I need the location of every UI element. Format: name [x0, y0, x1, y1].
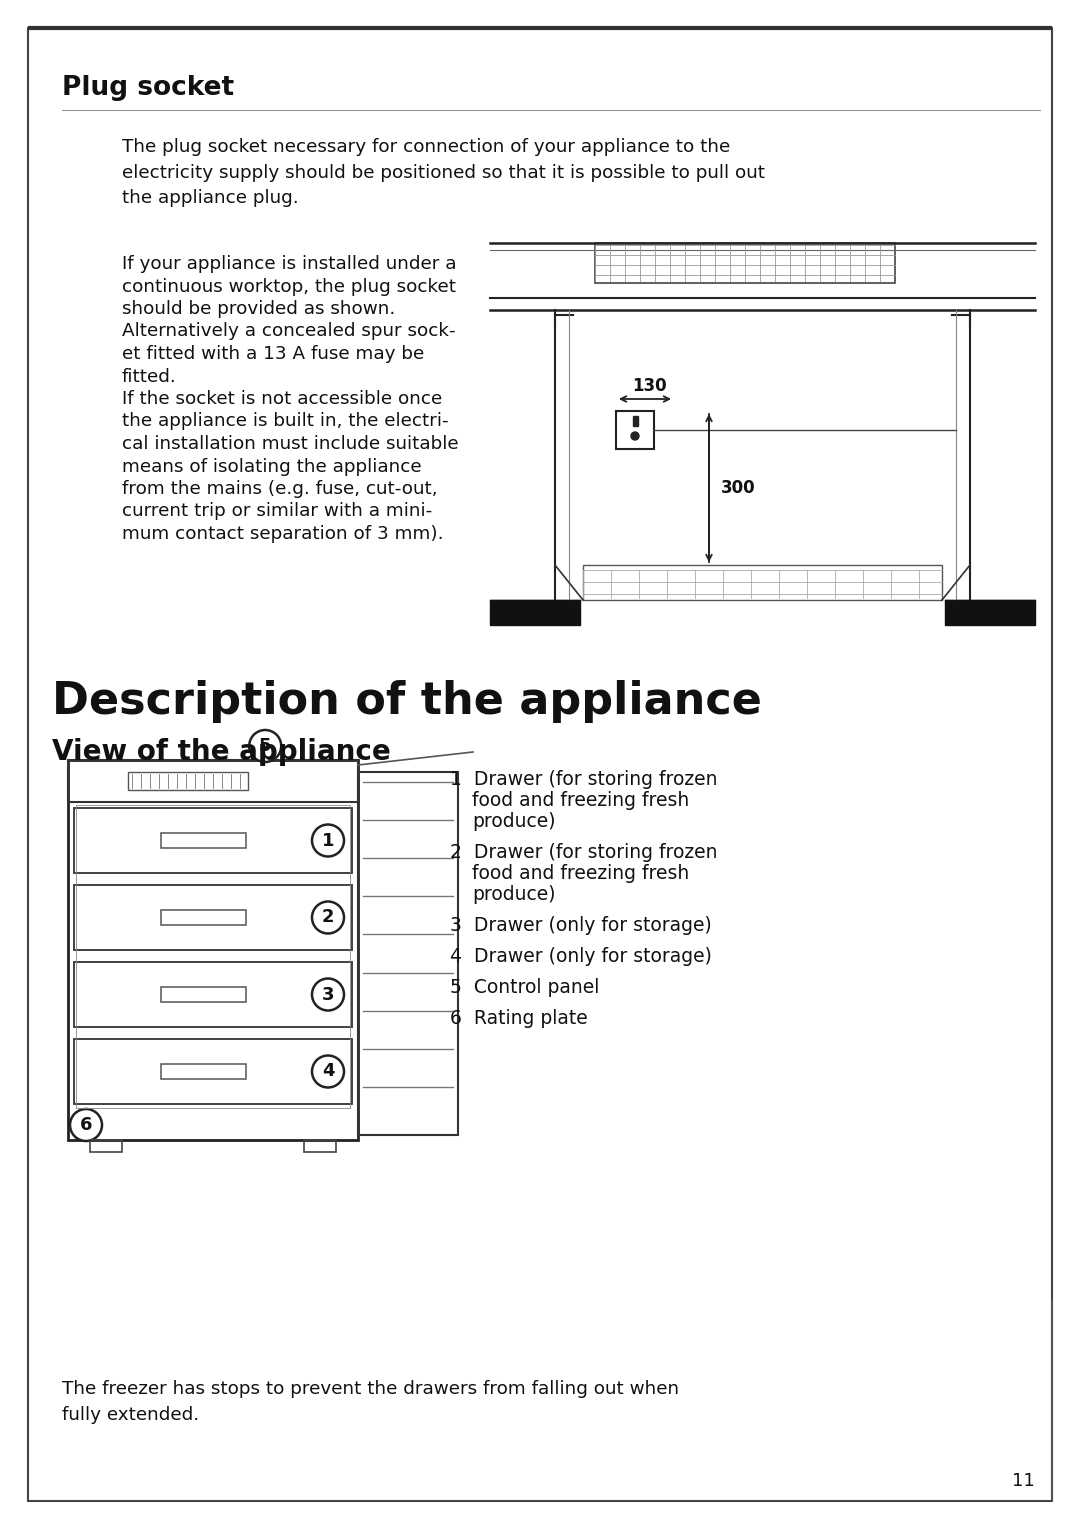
Text: current trip or similar with a mini-: current trip or similar with a mini- — [122, 503, 432, 520]
Circle shape — [249, 729, 281, 761]
Bar — [161, 988, 245, 1001]
Text: 300: 300 — [721, 479, 756, 497]
Text: View of the appliance: View of the appliance — [52, 739, 391, 766]
Bar — [161, 833, 245, 849]
Bar — [76, 804, 350, 1109]
Circle shape — [312, 979, 345, 1011]
Text: The freezer has stops to prevent the drawers from falling out when
fully extende: The freezer has stops to prevent the dra… — [62, 1381, 679, 1425]
Bar — [75, 1040, 352, 1104]
Circle shape — [631, 433, 639, 440]
Text: food and freezing fresh: food and freezing fresh — [472, 864, 689, 884]
Bar — [75, 807, 352, 873]
Text: 5: 5 — [259, 737, 271, 755]
Text: 4  Drawer (only for storage): 4 Drawer (only for storage) — [450, 946, 712, 966]
Text: should be provided as shown.: should be provided as shown. — [122, 300, 395, 318]
Text: Description of the appliance: Description of the appliance — [52, 680, 761, 723]
Text: 3  Drawer (only for storage): 3 Drawer (only for storage) — [450, 916, 712, 936]
Bar — [633, 416, 638, 427]
Bar — [595, 243, 895, 283]
Bar — [490, 599, 580, 625]
Text: 6: 6 — [80, 1116, 92, 1135]
Text: 2  Drawer (for storing frozen: 2 Drawer (for storing frozen — [450, 842, 717, 862]
Text: Alternatively a concealed spur sock-: Alternatively a concealed spur sock- — [122, 323, 456, 341]
Text: continuous worktop, the plug socket: continuous worktop, the plug socket — [122, 277, 456, 295]
Text: mum contact separation of 3 mm).: mum contact separation of 3 mm). — [122, 524, 444, 543]
Circle shape — [312, 1055, 345, 1087]
Text: 2: 2 — [322, 908, 334, 927]
Text: produce): produce) — [472, 812, 555, 830]
Bar — [68, 760, 357, 1141]
Bar — [945, 599, 1035, 625]
Text: 6  Rating plate: 6 Rating plate — [450, 1009, 588, 1027]
Text: 11: 11 — [1012, 1472, 1035, 1489]
Text: means of isolating the appliance: means of isolating the appliance — [122, 457, 421, 476]
Circle shape — [312, 902, 345, 934]
Bar — [90, 1141, 122, 1151]
Text: If your appliance is installed under a: If your appliance is installed under a — [122, 255, 457, 274]
Text: The plug socket necessary for connection of your appliance to the
electricity su: The plug socket necessary for connection… — [122, 138, 765, 208]
Text: fitted.: fitted. — [122, 367, 177, 385]
Text: 1: 1 — [322, 832, 334, 850]
Bar — [161, 910, 245, 925]
Text: 3: 3 — [322, 986, 334, 1003]
Bar — [357, 772, 458, 1135]
Bar — [161, 1064, 245, 1079]
Bar — [75, 962, 352, 1027]
Bar — [616, 411, 654, 450]
Text: the appliance is built in, the electri-: the appliance is built in, the electri- — [122, 413, 448, 431]
Bar — [68, 760, 357, 803]
Bar — [303, 1141, 336, 1151]
Text: 130: 130 — [633, 378, 667, 394]
Text: et fitted with a 13 A fuse may be: et fitted with a 13 A fuse may be — [122, 346, 424, 362]
Text: from the mains (e.g. fuse, cut-out,: from the mains (e.g. fuse, cut-out, — [122, 480, 437, 498]
Text: produce): produce) — [472, 885, 555, 904]
Text: Plug socket: Plug socket — [62, 75, 234, 101]
Bar — [129, 772, 248, 790]
Circle shape — [70, 1109, 102, 1141]
Text: 5  Control panel: 5 Control panel — [450, 979, 599, 997]
Text: cal installation must include suitable: cal installation must include suitable — [122, 434, 459, 453]
Bar — [583, 566, 942, 599]
Circle shape — [312, 824, 345, 856]
Text: 1  Drawer (for storing frozen: 1 Drawer (for storing frozen — [450, 771, 717, 789]
Text: 4: 4 — [322, 1063, 334, 1081]
Bar — [75, 885, 352, 950]
Text: If the socket is not accessible once: If the socket is not accessible once — [122, 390, 442, 408]
Text: food and freezing fresh: food and freezing fresh — [472, 790, 689, 810]
